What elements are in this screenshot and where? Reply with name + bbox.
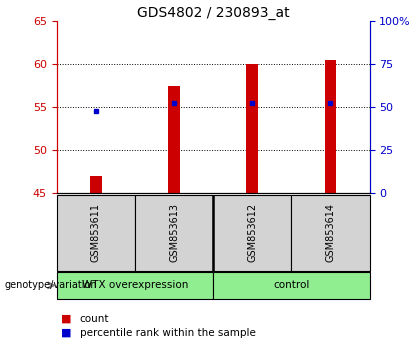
Text: GSM853613: GSM853613 (169, 203, 179, 262)
FancyBboxPatch shape (57, 195, 135, 271)
Text: count: count (80, 314, 109, 324)
Bar (247, 64, 258, 193)
Text: ■: ■ (61, 314, 71, 324)
Bar (325, 60, 336, 193)
Bar (168, 86, 180, 193)
Text: control: control (273, 280, 310, 290)
Text: GSM853612: GSM853612 (247, 203, 257, 262)
Text: GSM853611: GSM853611 (91, 203, 101, 262)
FancyBboxPatch shape (213, 195, 291, 271)
Text: ■: ■ (61, 328, 71, 338)
Text: percentile rank within the sample: percentile rank within the sample (80, 328, 256, 338)
Text: genotype/variation: genotype/variation (4, 280, 97, 290)
FancyBboxPatch shape (291, 195, 370, 271)
Title: GDS4802 / 230893_at: GDS4802 / 230893_at (137, 6, 289, 20)
FancyBboxPatch shape (213, 272, 370, 299)
Bar (90, 176, 102, 193)
FancyBboxPatch shape (135, 195, 213, 271)
Text: GSM853614: GSM853614 (326, 203, 336, 262)
Text: WTX overexpression: WTX overexpression (82, 280, 188, 290)
FancyBboxPatch shape (57, 272, 213, 299)
